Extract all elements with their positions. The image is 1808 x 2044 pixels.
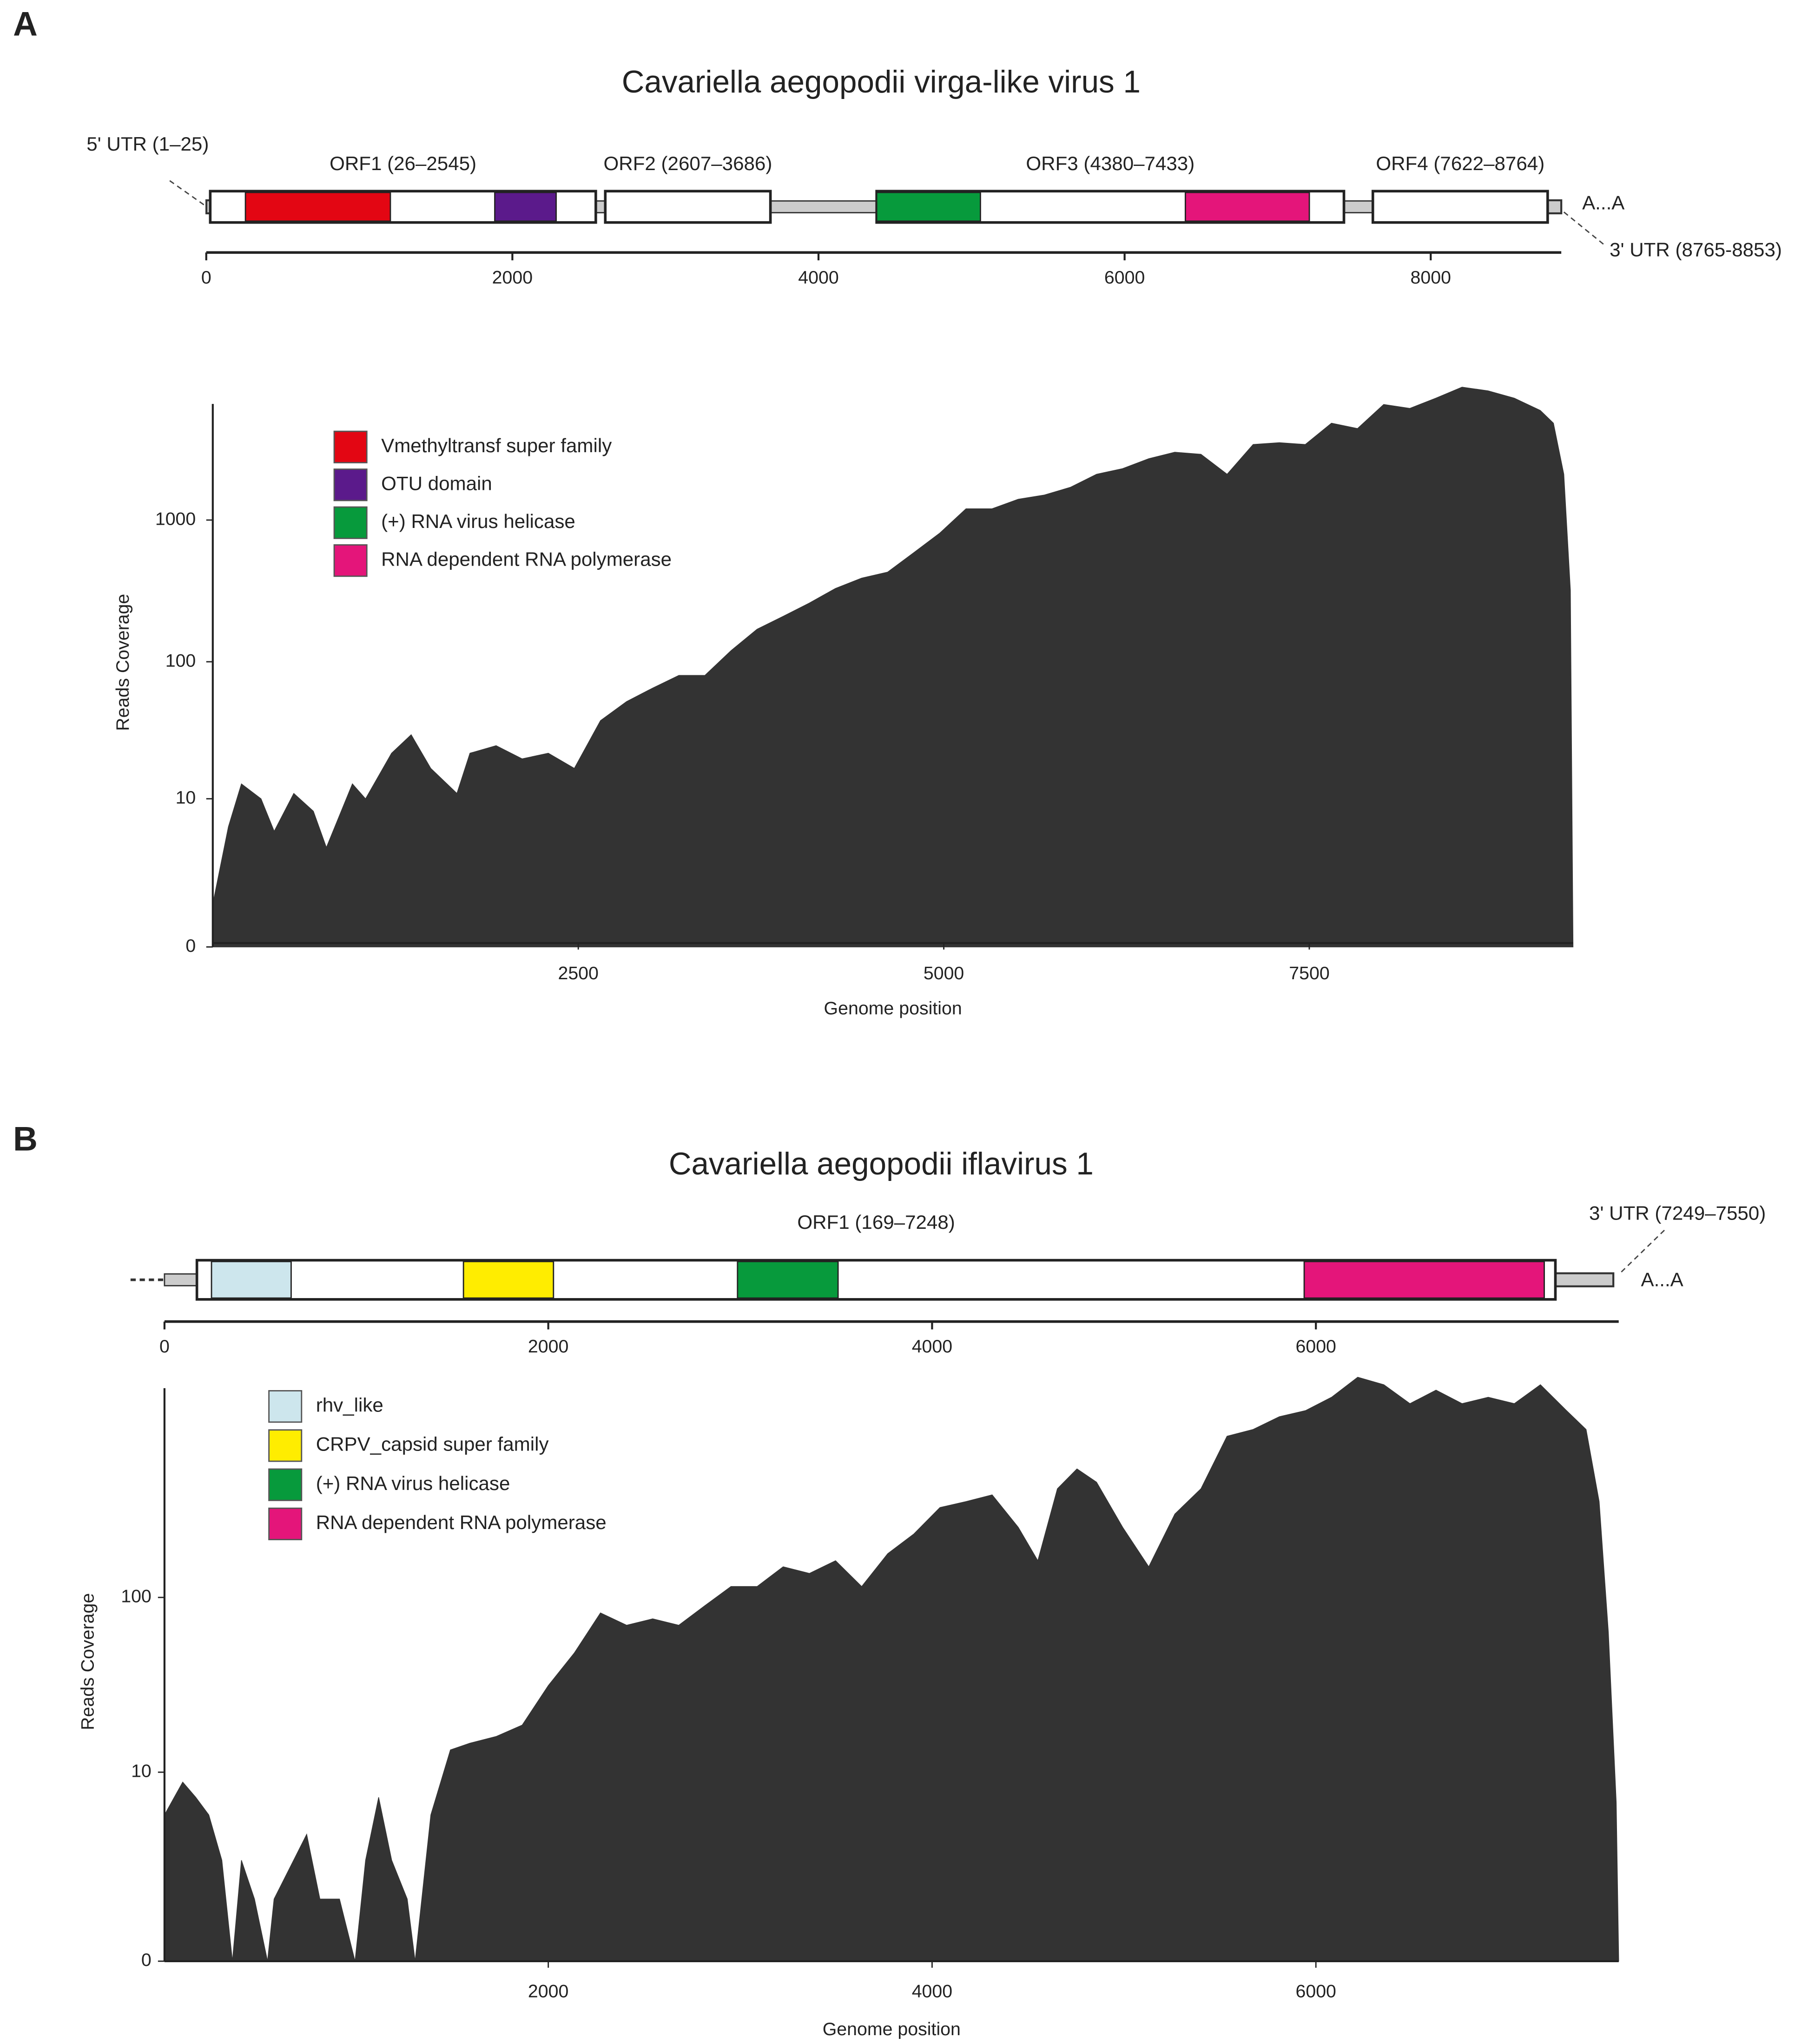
y-tick-label: 100: [121, 1586, 152, 1607]
chart-title: Cavariella aegopodii iflavirus 1: [669, 1147, 1094, 1181]
x-tick-label: 8000: [1411, 267, 1451, 288]
orf-label: ORF2 (2607–3686): [604, 152, 772, 174]
utr-label: 5' UTR (1–25): [86, 133, 209, 155]
poly-a-tail: A...A: [1582, 191, 1624, 213]
domain: [211, 1260, 292, 1299]
y-tick-label: 10: [131, 1761, 152, 1781]
legend-swatch: [268, 1390, 303, 1423]
orf-box: [604, 190, 772, 224]
legend-swatch: [268, 1429, 303, 1462]
x-axis-label: Genome position: [824, 998, 962, 1019]
legend-swatch: [268, 1468, 303, 1501]
x-tick-label: 4000: [798, 267, 838, 288]
legend-swatch: [333, 506, 368, 539]
legend-label: rhv_like: [316, 1394, 383, 1416]
orf-label: ORF3 (4380–7433): [1026, 152, 1194, 174]
legend-label: RNA dependent RNA polymerase: [316, 1511, 607, 1533]
panel-label: A: [13, 6, 38, 43]
legend-label: RNA dependent RNA polymerase: [381, 548, 672, 570]
x-tick-label: 0: [201, 267, 211, 288]
legend-swatch: [333, 468, 368, 501]
domain: [876, 191, 981, 222]
x-tick-label: 2000: [528, 1981, 568, 2002]
x-tick-label: 4000: [912, 1336, 952, 1357]
y-tick-label: 100: [165, 650, 196, 671]
legend-swatch: [333, 430, 368, 463]
legend-label: (+) RNA virus helicase: [381, 510, 575, 532]
utr-leader: [1563, 211, 1606, 247]
x-tick-label: 6000: [1295, 1336, 1336, 1357]
orf-label: ORF1 (26–2545): [330, 152, 476, 174]
domain: [244, 191, 391, 222]
x-tick-label: 2000: [492, 267, 533, 288]
poly-a-tail: A...A: [1641, 1269, 1683, 1291]
x-tick-label: 7500: [1289, 963, 1329, 983]
y-axis-label: Reads Coverage: [112, 594, 133, 731]
domain: [494, 191, 557, 222]
utr-leader: [169, 180, 205, 206]
x-tick-label: 2000: [528, 1336, 568, 1357]
legend-label: Vmethyltransf super family: [381, 435, 612, 456]
utr: [1554, 1272, 1615, 1287]
x-tick-label: 0: [159, 1336, 170, 1357]
orf-label: ORF1 (169–7248): [797, 1211, 955, 1233]
panel-label: B: [13, 1120, 38, 1158]
x-tick-label: 6000: [1104, 267, 1145, 288]
utr-label: 3' UTR (7249–7550): [1589, 1202, 1766, 1224]
y-tick-label: 0: [185, 936, 196, 956]
legend-swatch: [333, 544, 368, 577]
legend-label: (+) RNA virus helicase: [316, 1472, 510, 1494]
legend-swatch: [268, 1507, 303, 1541]
domain: [462, 1260, 554, 1299]
y-tick-label: 10: [176, 787, 196, 808]
coverage-area: [212, 387, 1574, 948]
utr: [1547, 199, 1563, 215]
x-tick-label: 6000: [1295, 1981, 1336, 2002]
y-tick-label: 0: [141, 1950, 152, 1970]
x-tick-label: 5000: [924, 963, 964, 983]
legend-label: OTU domain: [381, 472, 492, 494]
chart-title: Cavariella aegopodii virga-like virus 1: [622, 65, 1141, 99]
x-tick-label: 4000: [912, 1981, 952, 2002]
orf-box: [1371, 190, 1549, 224]
x-axis-label: Genome position: [823, 2019, 961, 2039]
domain: [1303, 1260, 1545, 1299]
domain: [737, 1260, 839, 1299]
domain: [1184, 191, 1310, 222]
x-tick-label: 2500: [558, 963, 598, 983]
y-tick-label: 1000: [155, 508, 196, 529]
y-axis-label: Reads Coverage: [77, 1593, 98, 1730]
utr-leader: [1621, 1229, 1665, 1273]
legend-label: CRPV_capsid super family: [316, 1433, 549, 1455]
utr-label: 3' UTR (8765-8853): [1610, 239, 1782, 261]
coverage-area: [164, 1377, 1619, 1962]
orf-label: ORF4 (7622–8764): [1376, 152, 1544, 174]
